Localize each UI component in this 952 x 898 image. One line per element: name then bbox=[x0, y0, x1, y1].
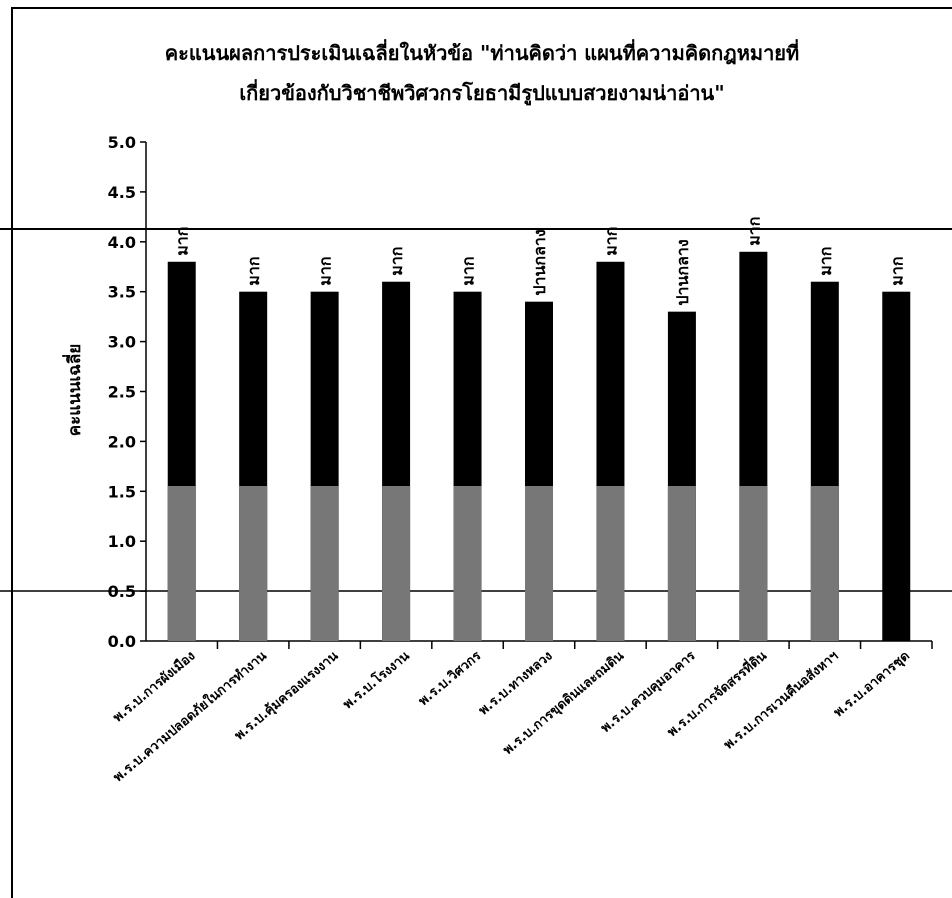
gray-band-segment bbox=[525, 486, 553, 641]
bar-data-label: มาก bbox=[316, 256, 335, 285]
y-axis-title: คะแนนเฉลี่ย bbox=[62, 344, 85, 436]
bar-data-label: มาก bbox=[244, 256, 263, 285]
category-label: พ.ร.บ.ทางหลวง bbox=[476, 649, 555, 719]
bar-data-label: มาก bbox=[887, 256, 906, 285]
gray-band-segment bbox=[453, 486, 482, 641]
chart-title-line-1: คะแนนผลการประเมินเฉลี่ยในหัวข้อ "ท่านคิด… bbox=[165, 38, 799, 65]
bar-data-label: ปานกลาง bbox=[530, 229, 549, 295]
bar-data-label: มาก bbox=[601, 227, 620, 256]
gray-band-segment bbox=[810, 486, 839, 641]
category-label: พ.ร.บ.การขุดดินและถมดิน bbox=[501, 649, 628, 759]
bar-data-label: มาก bbox=[459, 256, 478, 285]
gray-band-segment bbox=[167, 486, 196, 641]
y-tick-label: 0.0 bbox=[108, 632, 136, 651]
y-tick-label: 4.5 bbox=[108, 183, 136, 202]
y-tick-label: 1.0 bbox=[108, 532, 136, 551]
x-axis-ticks bbox=[216, 641, 933, 649]
category-label: พ.ร.บ.วิศวกร bbox=[416, 649, 484, 710]
y-tick-label: 0.5 bbox=[108, 582, 136, 601]
y-tick-label: 4.0 bbox=[108, 233, 136, 252]
chart-title-line-2: เกี่ยวข้องกับวิชาชีพวิศวกรโยธามีรูปแบบสว… bbox=[239, 78, 724, 107]
bar-data-label: ปานกลาง bbox=[673, 239, 692, 305]
category-label: พ.ร.บ.อาคารชุด bbox=[831, 649, 913, 721]
gray-band-segment bbox=[239, 486, 268, 641]
bar-data-label: มาก bbox=[744, 217, 763, 246]
chart-frame bbox=[11, 7, 952, 898]
category-labels: พ.ร.บ.การผังเมืองพ.ร.บ.ความปลอดภัยในการท… bbox=[109, 646, 912, 785]
bar-data-label: มาก bbox=[173, 227, 192, 256]
y-tick-label: 3.0 bbox=[108, 333, 136, 352]
category-label: พ.ร.บ.โรงงาน bbox=[339, 647, 412, 712]
gray-band-segment bbox=[382, 486, 411, 641]
category-label: พ.ร.บ.ความปลอดภัยในการทำงาน bbox=[109, 647, 269, 785]
bar-data-label: มาก bbox=[387, 247, 406, 276]
category-label: พ.ร.บ.การเวนคืนอสังหาฯ bbox=[721, 648, 842, 753]
gray-band-segment bbox=[310, 486, 339, 641]
y-tick-label: 3.5 bbox=[108, 283, 136, 302]
gray-band-overlay bbox=[167, 486, 839, 641]
gray-band-segment bbox=[596, 486, 625, 641]
y-tick-label: 1.5 bbox=[108, 482, 136, 501]
gray-band-segment bbox=[739, 486, 768, 641]
y-tick-label: 5.0 bbox=[108, 133, 136, 152]
gray-band-segment bbox=[667, 486, 696, 641]
y-axis-ticks: 0.0 0.5 1.0 1.5 2.0 2.5 3.0 3.5 4.0 4.5 5.0 bbox=[108, 133, 146, 651]
y-tick-label: 2.0 bbox=[108, 432, 136, 451]
y-tick-label: 2.5 bbox=[108, 383, 136, 402]
bar bbox=[882, 291, 911, 641]
bar-data-label: มาก bbox=[816, 247, 835, 276]
